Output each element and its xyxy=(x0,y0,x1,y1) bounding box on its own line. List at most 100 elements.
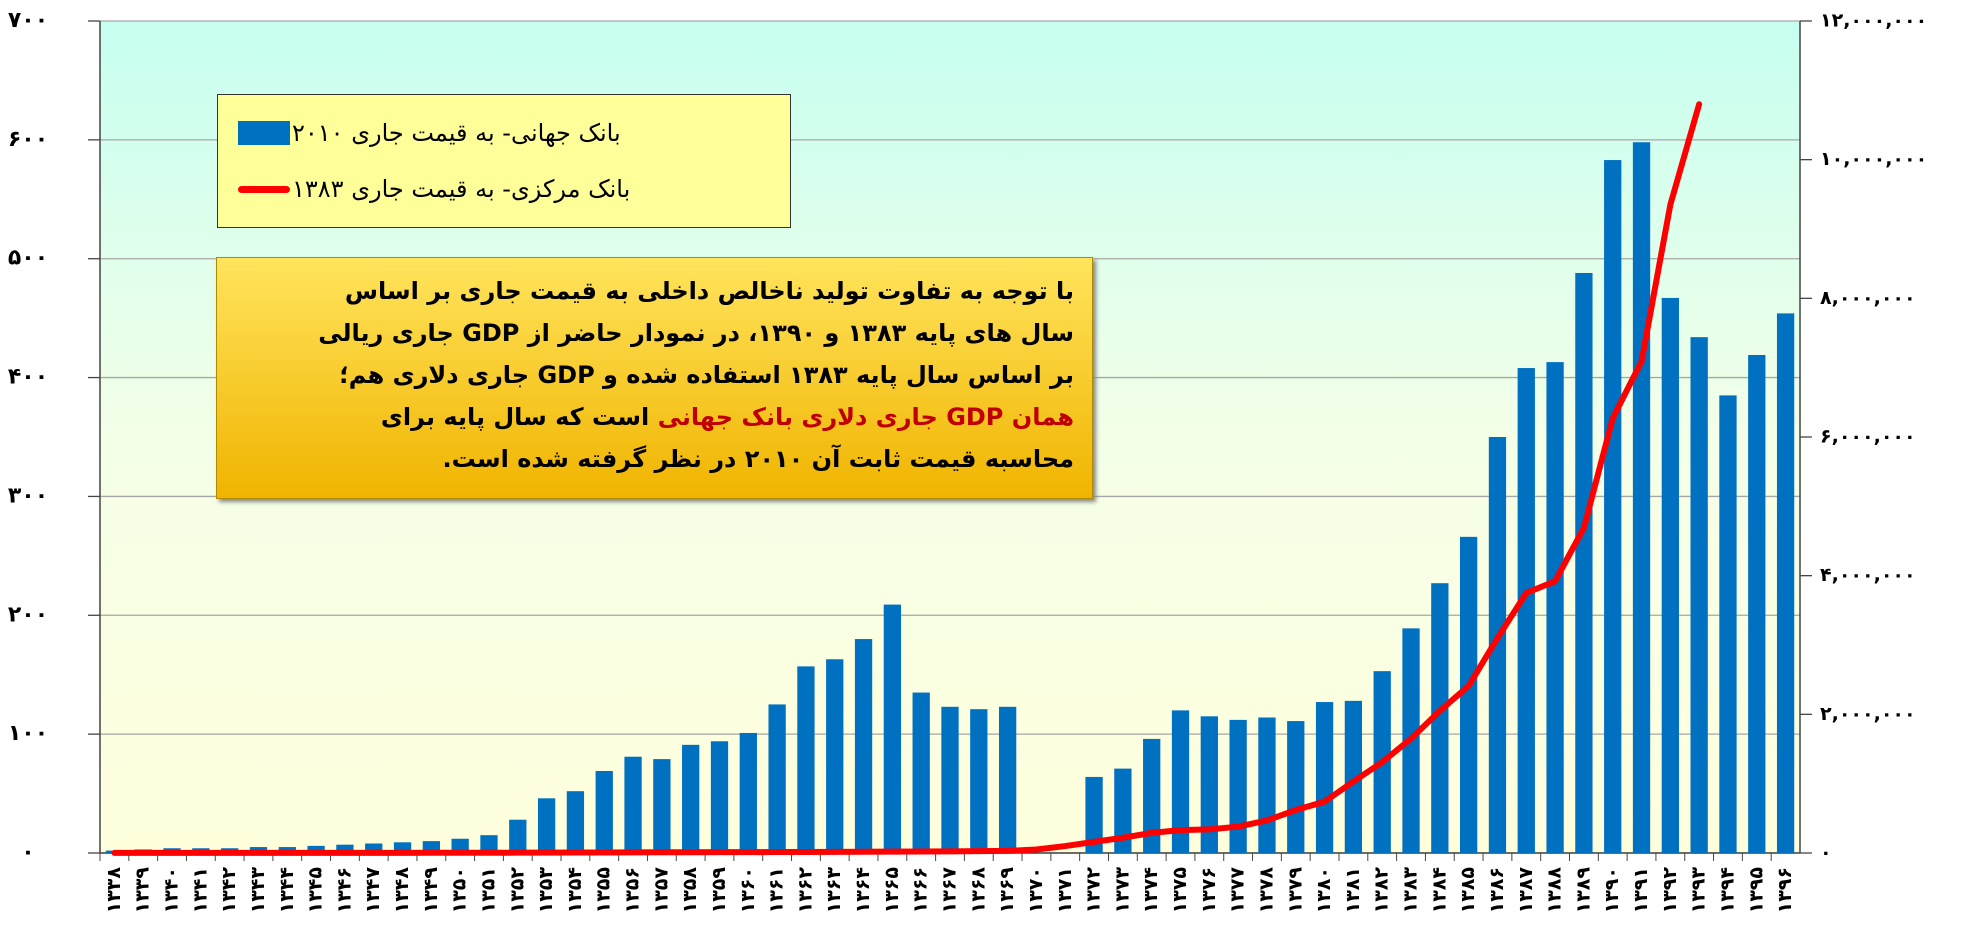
bar xyxy=(566,791,585,853)
x-tick-label: ۱۳۴۵ xyxy=(305,867,327,914)
bar xyxy=(393,842,412,853)
x-tick-label: ۱۳۷۸ xyxy=(1255,867,1277,914)
bar xyxy=(624,756,642,853)
bar xyxy=(682,744,700,853)
x-tick-label: ۱۳۳۸ xyxy=(103,867,125,914)
x-tick-label: ۱۳۷۱ xyxy=(1054,867,1076,913)
bar xyxy=(883,604,902,853)
bar xyxy=(854,639,873,853)
y2-tick-label: ۶,۰۰۰,۰۰۰ xyxy=(1820,426,1916,448)
line xyxy=(111,101,1703,856)
annotation-highlight: همان GDP جاری دلاری بانک جهانی xyxy=(657,403,1074,431)
x-tick-label: ۱۳۶۸ xyxy=(967,867,989,914)
y-tick-label: ۳۰۰ xyxy=(8,483,48,508)
bar xyxy=(1258,717,1276,853)
bar xyxy=(1661,297,1679,853)
x-tick-label: ۱۳۶۹ xyxy=(996,867,1018,914)
x-tick-label: ۱۳۵۱ xyxy=(477,867,499,913)
bar xyxy=(1344,700,1363,853)
y-tick-label: ۲۰۰ xyxy=(8,602,48,627)
x-tick-label: ۱۳۷۶ xyxy=(1198,867,1220,913)
bar xyxy=(710,741,729,853)
legend-entry: بانک مرکزی- به قیمت جاری ۱۳۸۳ xyxy=(238,161,770,217)
bar xyxy=(336,844,354,853)
legend-swatch xyxy=(238,121,290,145)
bar xyxy=(1085,776,1103,853)
y-tick-label: ۱۰۰ xyxy=(8,721,48,746)
legend-swatch xyxy=(238,185,290,193)
x-tick-label: ۱۳۴۷ xyxy=(362,867,384,914)
x-tick-label: ۱۳۳۹ xyxy=(132,867,154,914)
bar xyxy=(1143,738,1161,853)
annotation: با توجه به تفاوت تولید ناخالص داخلی به ق… xyxy=(216,257,1093,499)
x-tick-label: ۱۳۸۴ xyxy=(1428,867,1450,913)
bar xyxy=(1200,716,1218,853)
y2-tick-label: ۲,۰۰۰,۰۰۰ xyxy=(1820,703,1916,725)
x-tick-label: ۱۳۶۷ xyxy=(939,867,961,914)
x-tick-label: ۱۳۹۱ xyxy=(1630,867,1652,913)
bar xyxy=(797,666,815,853)
bar xyxy=(307,845,325,853)
x-tick-label: ۱۳۸۷ xyxy=(1515,867,1537,914)
x-tick-label: ۱۳۹۳ xyxy=(1688,867,1710,914)
y2-tick-label: ۰ xyxy=(1820,842,1832,864)
bar xyxy=(509,819,527,853)
bar xyxy=(365,843,383,853)
x-tick-label: ۱۳۸۵ xyxy=(1457,867,1479,914)
x-tick-label: ۱۳۸۶ xyxy=(1486,867,1508,913)
bar xyxy=(1114,768,1132,853)
x-tick-label: ۱۳۵۰ xyxy=(449,867,471,913)
bar xyxy=(653,759,671,853)
y-tick-label: ۶۰۰ xyxy=(8,127,48,152)
annotation-text: است که سال پایه برای xyxy=(380,403,650,431)
x-tick-label: ۱۳۷۳ xyxy=(1111,867,1133,914)
x-tick-label: ۱۳۴۹ xyxy=(420,867,442,914)
bar xyxy=(1546,362,1564,853)
legend-entry: بانک جهانی- به قیمت جاری ۲۰۱۰ xyxy=(238,105,770,161)
x-tick-label: ۱۳۵۹ xyxy=(708,867,730,914)
x-tick-label: ۱۳۸۸ xyxy=(1544,867,1566,914)
x-tick-label: ۱۳۸۲ xyxy=(1371,867,1393,914)
x-tick-label: ۱۳۸۳ xyxy=(1400,867,1422,914)
legend-label: بانک مرکزی- به قیمت جاری ۱۳۸۳ xyxy=(292,175,631,203)
bar xyxy=(1632,142,1651,854)
bar xyxy=(1604,160,1622,853)
bar xyxy=(768,704,786,853)
x-tick-label: ۱۳۴۳ xyxy=(247,867,269,914)
bar xyxy=(1431,583,1449,853)
x-tick-label: ۱۳۹۶ xyxy=(1774,867,1796,913)
bar xyxy=(1575,272,1593,853)
x-tick-label: ۱۳۷۵ xyxy=(1169,867,1191,914)
x-tick-label: ۱۳۴۸ xyxy=(391,867,413,914)
bar xyxy=(998,706,1017,853)
x-tick-label: ۱۳۶۱ xyxy=(766,867,788,913)
x-tick-label: ۱۳۸۱ xyxy=(1342,867,1364,913)
annotation-line: محاسبه قیمت ثابت آن ۲۰۱۰ در نظر گرفته شد… xyxy=(442,445,1074,473)
bar xyxy=(1229,719,1247,853)
x-tick-label: ۱۳۷۲ xyxy=(1083,867,1105,914)
bar xyxy=(537,798,556,853)
annotation-line: همان GDP جاری دلاری بانک جهانی است که سا… xyxy=(235,396,1074,438)
x-tick-label: ۱۳۷۴ xyxy=(1140,867,1162,913)
annotation-line: بر اساس سال پایه ۱۳۸۳ استفاده شده و GDP … xyxy=(339,361,1074,389)
x-tick-label: ۱۳۵۳ xyxy=(535,867,557,914)
bar xyxy=(480,835,498,853)
bar xyxy=(1460,536,1478,853)
x-tick-label: ۱۳۵۵ xyxy=(593,867,615,914)
y2-tick-label: ۱۰,۰۰۰,۰۰۰ xyxy=(1820,148,1927,170)
x-tick-label: ۱۳۴۰ xyxy=(161,867,183,913)
y2-tick-label: ۴,۰۰۰,۰۰۰ xyxy=(1820,564,1916,586)
y-tick-label: ۷۰۰ xyxy=(8,8,48,33)
bar xyxy=(1517,368,1535,853)
bar xyxy=(912,692,930,853)
bar xyxy=(739,732,757,853)
x-tick-label: ۱۳۷۷ xyxy=(1227,867,1249,914)
bar xyxy=(422,841,440,853)
legend-label: بانک جهانی- به قیمت جاری ۲۰۱۰ xyxy=(292,119,621,147)
x-tick-label: ۱۳۶۳ xyxy=(823,867,845,914)
y-tick-label: ۴۰۰ xyxy=(8,365,48,390)
bar xyxy=(941,706,959,853)
bar xyxy=(595,770,613,853)
